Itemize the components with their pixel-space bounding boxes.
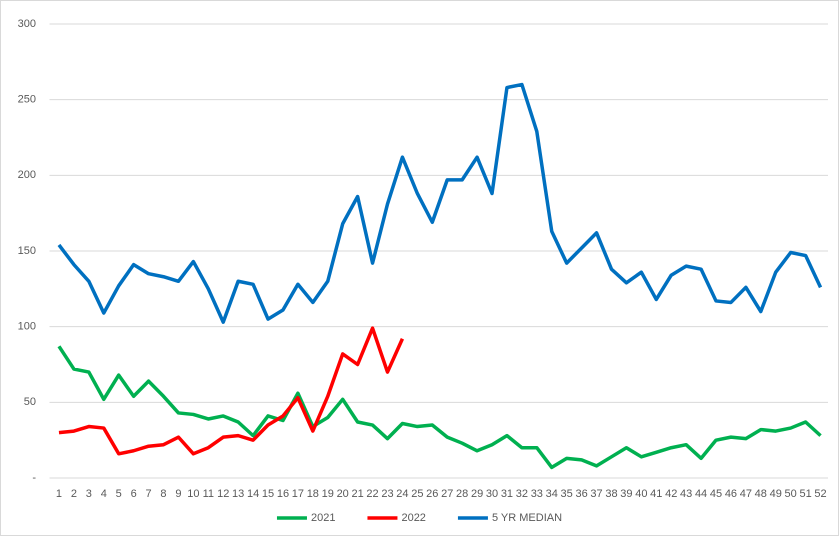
series-line: [58, 326, 405, 456]
x-tick-label: 5: [116, 488, 122, 500]
x-tick-label: 19: [322, 488, 334, 500]
x-tick-label: 31: [501, 488, 513, 500]
x-tick-label: 21: [351, 488, 363, 500]
x-tick-label: 13: [232, 488, 244, 500]
y-tick-label: -: [32, 472, 36, 484]
legend-label: 5 YR MEDIAN: [492, 512, 562, 524]
x-tick-label: 42: [665, 488, 677, 500]
x-tick-label: 43: [680, 488, 692, 500]
y-tick-label: 50: [24, 396, 36, 408]
y-tick-label: 250: [18, 94, 36, 106]
x-tick-label: 51: [799, 488, 811, 500]
x-tick-label: 20: [337, 488, 349, 500]
x-tick-label: 38: [605, 488, 617, 500]
x-tick-label: 52: [814, 488, 826, 500]
x-tick-label: 11: [203, 488, 214, 500]
x-tick-label: 46: [725, 488, 737, 500]
x-tick-label: 18: [307, 488, 319, 500]
legend-label: 2021: [311, 512, 335, 524]
x-tick-label: 34: [546, 488, 558, 500]
x-tick-label: 3: [86, 488, 92, 500]
x-tick-label: 37: [590, 488, 602, 500]
x-tick-label: 17: [292, 488, 304, 500]
x-tick-label: 12: [217, 488, 229, 500]
y-tick-label: 150: [18, 245, 36, 257]
y-tick-label: 100: [18, 321, 36, 333]
y-tick-label: 200: [18, 169, 36, 181]
x-tick-label: 44: [695, 488, 707, 500]
x-tick-label: 25: [411, 488, 423, 500]
x-tick-label: 48: [755, 488, 767, 500]
x-tick-label: 35: [561, 488, 573, 500]
x-tick-label: 7: [146, 488, 152, 500]
x-tick-label: 15: [262, 488, 274, 500]
x-tick-label: 9: [175, 488, 181, 500]
series-line: [57, 345, 822, 470]
x-tick-label: 32: [516, 488, 528, 500]
x-tick-label: 4: [101, 488, 107, 500]
x-tick-label: 41: [650, 488, 662, 500]
x-tick-label: 27: [441, 488, 453, 500]
x-tick-label: 8: [160, 488, 166, 500]
x-tick-label: 22: [366, 488, 378, 500]
x-tick-label: 29: [471, 488, 483, 500]
x-tick-label: 26: [426, 488, 438, 500]
x-tick-label: 47: [740, 488, 752, 500]
x-tick-label: 23: [381, 488, 393, 500]
x-tick-label: 28: [456, 488, 468, 500]
x-tick-label: 40: [635, 488, 647, 500]
y-tick-label: 300: [18, 18, 36, 30]
x-tick-label: 1: [56, 488, 62, 500]
x-tick-label: 14: [247, 488, 259, 500]
x-tick-label: 10: [187, 488, 199, 500]
x-tick-label: 50: [785, 488, 797, 500]
x-tick-label: 30: [486, 488, 498, 500]
x-tick-label: 16: [277, 488, 289, 500]
x-tick-label: 36: [575, 488, 587, 500]
x-tick-label: 33: [531, 488, 543, 500]
x-tick-label: 45: [710, 488, 722, 500]
legend-label: 2022: [401, 512, 425, 524]
x-tick-label: 6: [131, 488, 137, 500]
x-tick-label: 49: [770, 488, 782, 500]
x-tick-label: 2: [71, 488, 77, 500]
x-tick-label: 39: [620, 488, 632, 500]
x-tick-label: 24: [396, 488, 408, 500]
series-line: [57, 82, 823, 324]
